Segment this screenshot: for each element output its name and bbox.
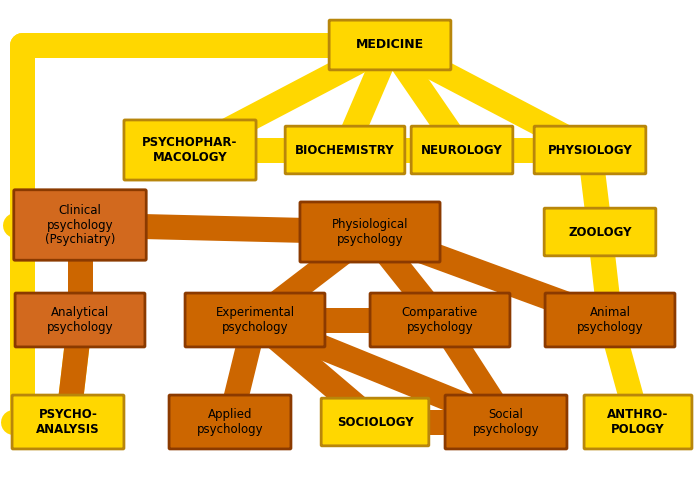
Text: ANTHRO-
POLOGY: ANTHRO- POLOGY	[608, 408, 668, 436]
FancyBboxPatch shape	[124, 120, 256, 180]
Text: Comparative
psychology: Comparative psychology	[402, 306, 478, 334]
FancyBboxPatch shape	[14, 190, 146, 260]
Text: Applied
psychology: Applied psychology	[197, 408, 263, 436]
Text: PSYCHO-
ANALYSIS: PSYCHO- ANALYSIS	[36, 408, 100, 436]
Text: PSYCHOPHAR-
MACOLOGY: PSYCHOPHAR- MACOLOGY	[142, 136, 238, 164]
FancyBboxPatch shape	[15, 293, 145, 347]
FancyBboxPatch shape	[545, 293, 675, 347]
FancyBboxPatch shape	[285, 126, 405, 174]
Text: Animal
psychology: Animal psychology	[577, 306, 643, 334]
Text: Analytical
psychology: Analytical psychology	[47, 306, 113, 334]
Text: Social
psychology: Social psychology	[473, 408, 539, 436]
FancyBboxPatch shape	[445, 395, 567, 449]
FancyBboxPatch shape	[534, 126, 646, 174]
FancyBboxPatch shape	[12, 395, 124, 449]
Text: PHYSIOLOGY: PHYSIOLOGY	[547, 144, 632, 156]
FancyBboxPatch shape	[411, 126, 513, 174]
Text: ZOOLOGY: ZOOLOGY	[568, 226, 631, 239]
Text: Clinical
psychology
(Psychiatry): Clinical psychology (Psychiatry)	[45, 204, 116, 247]
FancyBboxPatch shape	[300, 202, 440, 262]
Text: MEDICINE: MEDICINE	[356, 38, 424, 51]
Text: BIOCHEMISTRY: BIOCHEMISTRY	[295, 144, 395, 156]
FancyBboxPatch shape	[544, 208, 656, 256]
Text: Experimental
psychology: Experimental psychology	[216, 306, 295, 334]
FancyBboxPatch shape	[321, 398, 429, 446]
FancyBboxPatch shape	[169, 395, 291, 449]
FancyBboxPatch shape	[329, 20, 451, 70]
Text: NEUROLOGY: NEUROLOGY	[421, 144, 503, 156]
Text: SOCIOLOGY: SOCIOLOGY	[337, 416, 413, 429]
FancyBboxPatch shape	[370, 293, 510, 347]
FancyBboxPatch shape	[584, 395, 692, 449]
FancyBboxPatch shape	[185, 293, 325, 347]
Text: Physiological
psychology: Physiological psychology	[332, 218, 408, 246]
